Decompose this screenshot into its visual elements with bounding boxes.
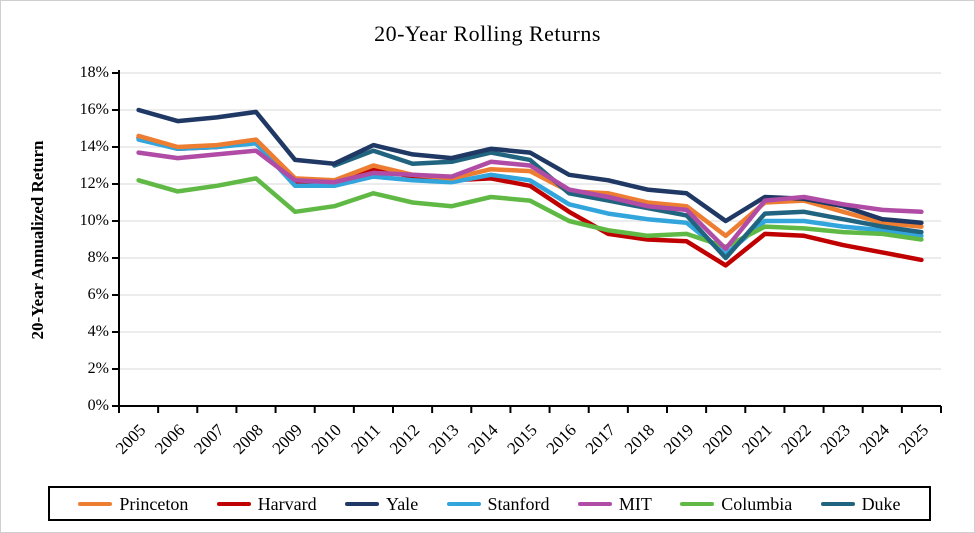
legend-label: Columbia bbox=[721, 493, 793, 514]
legend-swatch-icon bbox=[78, 501, 113, 506]
x-axis-tick-label: 2018 bbox=[621, 420, 658, 457]
x-axis-tick-label: 2005 bbox=[112, 420, 149, 457]
y-axis-tick-label: 2% bbox=[87, 360, 109, 377]
legend-swatch-icon bbox=[820, 501, 855, 506]
series-line-stanford bbox=[136, 137, 924, 257]
legend-label: Harvard bbox=[257, 493, 317, 514]
x-axis-tick-label: 2010 bbox=[308, 420, 345, 457]
y-axis-tick-label: 16% bbox=[79, 101, 109, 118]
series-line-mit bbox=[136, 148, 924, 252]
y-axis-tick-label: 14% bbox=[79, 138, 109, 155]
series-line-columbia bbox=[136, 176, 924, 250]
x-axis-tick-label: 2011 bbox=[347, 420, 384, 457]
x-axis-tick-label: 2012 bbox=[386, 420, 423, 457]
x-axis-tick-label: 2024 bbox=[856, 420, 894, 458]
y-axis-tick-label: 10% bbox=[79, 212, 109, 229]
x-axis-tick-label: 2020 bbox=[699, 420, 736, 457]
x-axis-tick-label: 2006 bbox=[151, 420, 188, 457]
legend-swatch-icon bbox=[446, 501, 481, 506]
series-line-duke bbox=[332, 148, 924, 261]
legend-item-yale: Yale bbox=[345, 495, 418, 513]
legend-item-mit: MIT bbox=[577, 493, 652, 514]
x-axis-tick-label: 2025 bbox=[895, 420, 932, 457]
x-axis-tick-label: 2016 bbox=[542, 420, 579, 457]
x-axis-tick-label: 2022 bbox=[777, 420, 814, 457]
legend-item-columbia: Columbia bbox=[680, 495, 792, 513]
legend-label: Princeton bbox=[119, 493, 189, 514]
chart-title: 20-Year Rolling Returns bbox=[374, 21, 601, 46]
legend-swatch-icon bbox=[680, 501, 715, 506]
plot-area: 2005 2006 2007 2008 2009 2010 2011 2012 2013 2014… bbox=[112, 70, 942, 458]
x-axis-tick-label: 2014 bbox=[464, 420, 502, 458]
legend-swatch-icon bbox=[577, 501, 612, 506]
y-axis-tick-label: 12% bbox=[79, 175, 109, 192]
x-axis-tick-label: 2017 bbox=[582, 420, 620, 458]
legend-label: MIT bbox=[618, 493, 652, 514]
x-axis-tick-label: 2019 bbox=[660, 420, 697, 457]
legend-item-princeton: Princeton bbox=[78, 495, 188, 513]
series-line-princeton bbox=[136, 133, 924, 239]
legend-swatch-icon bbox=[345, 501, 379, 506]
y-axis-tick-label: 0% bbox=[87, 397, 109, 414]
x-axis-tick-label: 2013 bbox=[425, 420, 462, 457]
legend-item-harvard: Harvard bbox=[216, 493, 317, 514]
y-axis-tick-label: 6% bbox=[87, 286, 109, 303]
legend-item-stanford: Stanford bbox=[446, 493, 550, 514]
x-axis-tick-label: 2015 bbox=[503, 420, 540, 457]
legend-label: Stanford bbox=[487, 493, 550, 514]
x-axis-tick-label: 2021 bbox=[738, 420, 775, 457]
legend-swatch-icon bbox=[216, 501, 251, 506]
x-axis-tick-label: 2023 bbox=[816, 420, 853, 457]
y-axis-tick-label: 4% bbox=[87, 323, 109, 340]
y-axis-tick-label: 18% bbox=[79, 64, 109, 81]
x-axis-tick-label: 2008 bbox=[229, 420, 266, 457]
legend-item-duke: Duke bbox=[820, 493, 901, 514]
x-axis-tick-label: 2007 bbox=[190, 420, 228, 458]
x-axis-tick-label: 2009 bbox=[268, 420, 305, 457]
legend: Princeton Harvard Yale Stanford MIT Columbia D… bbox=[48, 486, 931, 521]
legend-label: Yale bbox=[386, 493, 419, 514]
legend-label: Duke bbox=[861, 493, 901, 514]
y-axis-tick-label: 8% bbox=[87, 249, 109, 266]
